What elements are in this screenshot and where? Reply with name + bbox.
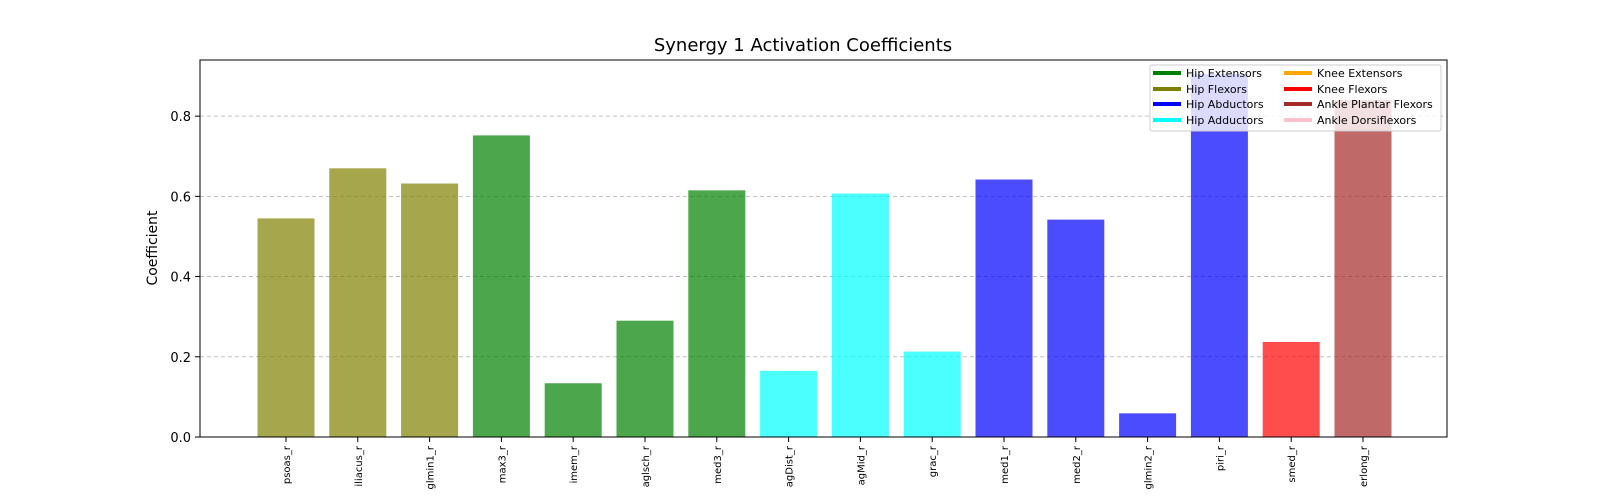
y-tick-label: 0.6 <box>170 190 191 205</box>
y-tick-label: 0.8 <box>170 110 191 125</box>
legend-label: Hip Extensors <box>1186 67 1262 80</box>
y-axis-label: Coefficient <box>145 210 161 286</box>
bars <box>257 74 1392 437</box>
x-tick-label: piri_r <box>1215 445 1226 471</box>
x-tick-label: erlong_r <box>1359 445 1370 487</box>
bar-agMid_r <box>831 193 889 437</box>
x-tick-label: med2_r <box>1072 445 1083 484</box>
x-tick-label: agDist_r <box>785 445 796 487</box>
bar-erlong_r <box>1334 100 1392 437</box>
x-axis-ticks: psoas_r iliacus_r glmin1_r max3_r imem_r agls… <box>282 437 1370 489</box>
bar-iliacus_r <box>329 168 387 437</box>
legend-label: Knee Flexors <box>1317 83 1388 96</box>
x-tick-label: max3_r <box>497 445 508 483</box>
y-axis-ticks: 0.0 0.2 0.4 0.6 0.8 <box>170 110 200 446</box>
legend-box <box>1149 64 1442 132</box>
chart-title: Synergy 1 Activation Coefficients <box>654 35 952 56</box>
y-tick-label: 0.0 <box>170 431 191 446</box>
x-tick-label: glmin1_r <box>426 445 437 489</box>
bar-imem_r <box>544 383 602 437</box>
legend-label: Hip Adductors <box>1186 114 1264 127</box>
x-tick-label: psoas_r <box>282 445 293 484</box>
y-tick-label: 0.2 <box>170 351 191 366</box>
legend-label: Knee Extensors <box>1317 67 1403 80</box>
bar-med3_r <box>688 190 746 437</box>
bar-psoas_r <box>257 218 315 437</box>
legend-label: Ankle Plantar Flexors <box>1317 98 1433 111</box>
bar-piri_r <box>1190 74 1248 437</box>
bar-med2_r <box>1047 219 1105 437</box>
bar-max3_r <box>472 135 530 437</box>
x-tick-label: grac_r <box>928 445 939 477</box>
x-tick-label: glmin2_r <box>1144 445 1155 489</box>
x-tick-label: iliacus_r <box>354 445 365 487</box>
bar-smed_r <box>1262 341 1320 437</box>
x-tick-label: smed_r <box>1287 445 1298 482</box>
bar-grac_r <box>903 351 961 437</box>
gridlines <box>200 115 1447 358</box>
legend-label: Hip Flexors <box>1186 83 1247 96</box>
bar-agDist_r <box>760 370 818 437</box>
x-tick-label: med1_r <box>1000 445 1011 484</box>
bar-glmin2_r <box>1119 413 1177 437</box>
x-tick-label: aglsch_r <box>641 445 652 487</box>
x-tick-label: med3_r <box>713 445 724 484</box>
bar-glmin1_r <box>401 183 459 437</box>
legend-label: Ankle Dorsiflexors <box>1317 114 1417 127</box>
x-tick-label: imem_r <box>569 445 580 483</box>
bar-aglsch_r <box>616 320 674 437</box>
y-tick-label: 0.4 <box>170 271 191 286</box>
bar-med1_r <box>975 179 1033 437</box>
legend: Hip Extensors Hip Flexors Hip Abductors Hip… <box>1149 64 1442 132</box>
plot-frame <box>199 59 1448 438</box>
legend-label: Hip Abductors <box>1186 98 1264 111</box>
x-tick-label: agMid_r <box>856 445 867 485</box>
